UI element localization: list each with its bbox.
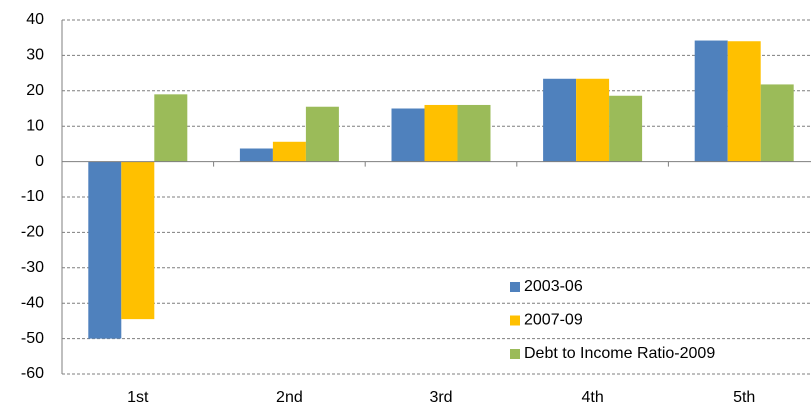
bar [424, 104, 458, 162]
x-tick-label: 5th [733, 389, 755, 406]
bar [391, 108, 425, 162]
x-tick-label: 1st [127, 389, 149, 406]
bar [760, 84, 794, 162]
y-tick-label: -20 [21, 224, 44, 241]
legend-swatch [510, 349, 520, 359]
bar [272, 141, 306, 162]
bar [694, 40, 728, 162]
y-tick-label: -30 [21, 259, 44, 276]
legend-swatch [510, 282, 520, 292]
y-tick-label: 20 [26, 82, 44, 99]
y-tick-label: -50 [21, 330, 44, 347]
x-tick-label: 4th [581, 389, 603, 406]
y-tick-label: 0 [35, 153, 44, 170]
bar [457, 104, 491, 162]
y-tick-label: -10 [21, 188, 44, 205]
y-tick-label: 40 [26, 11, 44, 28]
y-tick-label: -60 [21, 365, 44, 382]
y-tick-label: 10 [26, 117, 44, 134]
x-tick-label: 2nd [276, 389, 303, 406]
bar [543, 78, 577, 162]
bar [88, 161, 122, 339]
legend-swatch [510, 315, 520, 326]
legend-label: 2003-06 [524, 278, 583, 295]
bar [727, 41, 761, 162]
y-tick-label: -40 [21, 294, 44, 311]
legend-label: 2007-09 [524, 312, 583, 329]
legend-label: Debt to Income Ratio-2009 [524, 345, 715, 362]
bar [121, 161, 155, 320]
bar [305, 106, 339, 162]
x-tick-label: 3rd [429, 389, 452, 406]
bar [154, 94, 188, 162]
y-tick-label: 30 [26, 47, 44, 64]
bar [576, 78, 610, 162]
bar [609, 95, 643, 162]
bar [239, 148, 273, 162]
